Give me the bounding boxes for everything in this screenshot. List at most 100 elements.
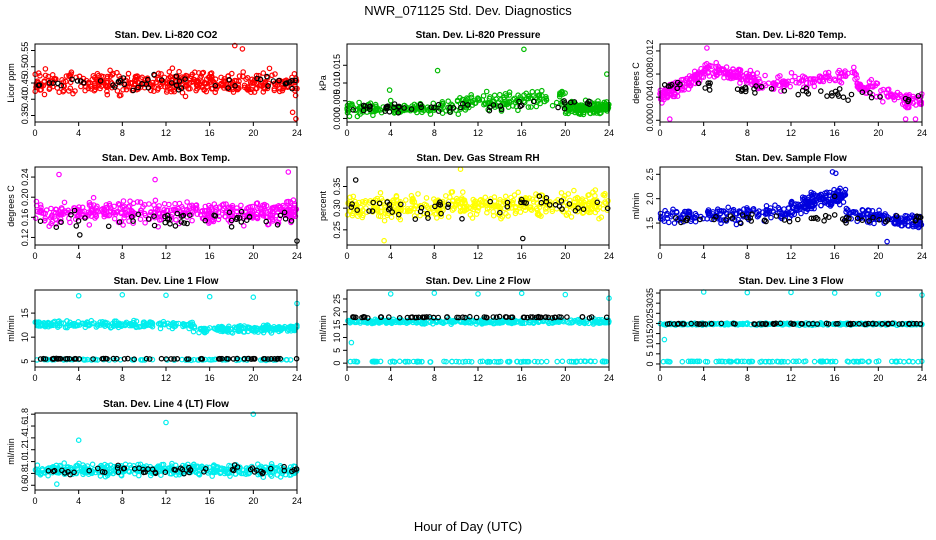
data-point <box>146 356 153 362</box>
data-point <box>243 217 250 224</box>
data-point <box>427 359 434 365</box>
data-point <box>749 211 755 218</box>
data-point <box>415 191 421 197</box>
data-point <box>395 110 402 116</box>
data-point <box>386 205 393 212</box>
data-point <box>832 88 839 95</box>
data-point <box>831 212 838 218</box>
data-point <box>240 329 247 335</box>
x-tick-label: 20 <box>248 251 258 261</box>
data-point <box>114 69 120 76</box>
data-point <box>262 85 268 92</box>
data-point <box>549 315 556 321</box>
data-point <box>201 326 207 333</box>
data-point <box>151 202 157 208</box>
data-point <box>263 208 269 214</box>
data-point <box>470 317 476 324</box>
data-point <box>286 472 293 478</box>
data-point <box>603 71 610 77</box>
data-point <box>412 216 419 222</box>
data-point <box>454 97 461 104</box>
data-point <box>151 71 157 78</box>
data-point <box>838 80 845 86</box>
data-point <box>773 213 780 219</box>
data-point <box>661 82 668 88</box>
data-point <box>534 89 541 95</box>
data-point <box>798 205 805 212</box>
y-tick-label: 0.005 <box>332 89 342 112</box>
x-tick-label: 12 <box>786 128 796 138</box>
data-point <box>569 319 576 326</box>
data-point <box>714 206 721 213</box>
data-point <box>578 198 585 204</box>
data-point <box>72 88 78 94</box>
data-point <box>163 356 170 362</box>
data-point <box>464 96 471 103</box>
data-point <box>350 107 356 113</box>
data-point <box>781 217 788 223</box>
data-point <box>73 356 79 362</box>
data-point <box>528 104 534 110</box>
data-point <box>877 94 883 100</box>
data-point <box>558 198 565 204</box>
data-point <box>909 221 916 227</box>
data-point <box>156 217 163 223</box>
data-point <box>158 472 164 479</box>
data-point <box>254 200 261 206</box>
data-point <box>895 218 901 225</box>
data-point <box>754 70 761 76</box>
data-point <box>863 321 869 327</box>
data-point <box>856 320 862 327</box>
data-point <box>397 201 404 208</box>
data-point <box>454 314 460 321</box>
data-point <box>913 320 920 327</box>
data-point <box>229 70 235 77</box>
data-point <box>796 80 802 86</box>
data-point <box>49 83 56 90</box>
data-point <box>699 73 705 80</box>
y-tick-label: 0.000 <box>645 109 655 132</box>
data-point <box>159 77 165 83</box>
data-point <box>737 220 744 227</box>
data-point <box>725 204 732 211</box>
data-point <box>263 202 270 209</box>
data-point <box>211 462 217 468</box>
data-point <box>811 83 818 90</box>
x-tick-label: 0 <box>32 251 37 261</box>
data-point <box>483 88 490 95</box>
data-point <box>730 208 736 214</box>
data-point <box>371 207 377 213</box>
data-point <box>158 355 165 362</box>
data-point <box>596 215 602 222</box>
data-point <box>575 205 581 211</box>
data-point <box>561 100 568 106</box>
data-point <box>241 356 248 362</box>
x-tick-label: 12 <box>473 373 483 383</box>
data-point <box>566 201 573 207</box>
data-point <box>123 212 130 218</box>
data-point <box>561 193 568 199</box>
y-tick-label: 0.55 <box>20 42 30 60</box>
x-tick-label: 0 <box>657 251 662 261</box>
data-point <box>283 199 290 205</box>
data-point <box>270 78 277 84</box>
data-point <box>529 88 536 95</box>
data-point <box>512 210 519 217</box>
data-point <box>45 320 52 327</box>
data-point <box>189 319 196 326</box>
data-point <box>564 314 570 320</box>
x-tick-label: 8 <box>120 373 125 383</box>
data-point <box>166 201 172 208</box>
data-point <box>516 98 522 105</box>
data-point <box>846 215 852 222</box>
data-point <box>899 320 906 327</box>
data-point <box>152 197 159 204</box>
data-point <box>146 201 152 207</box>
data-point <box>705 80 712 86</box>
panel-title: Stan. Dev. Line 4 (LT) Flow <box>103 399 229 410</box>
data-point <box>585 192 591 199</box>
data-point <box>278 325 285 332</box>
data-point <box>163 419 169 426</box>
